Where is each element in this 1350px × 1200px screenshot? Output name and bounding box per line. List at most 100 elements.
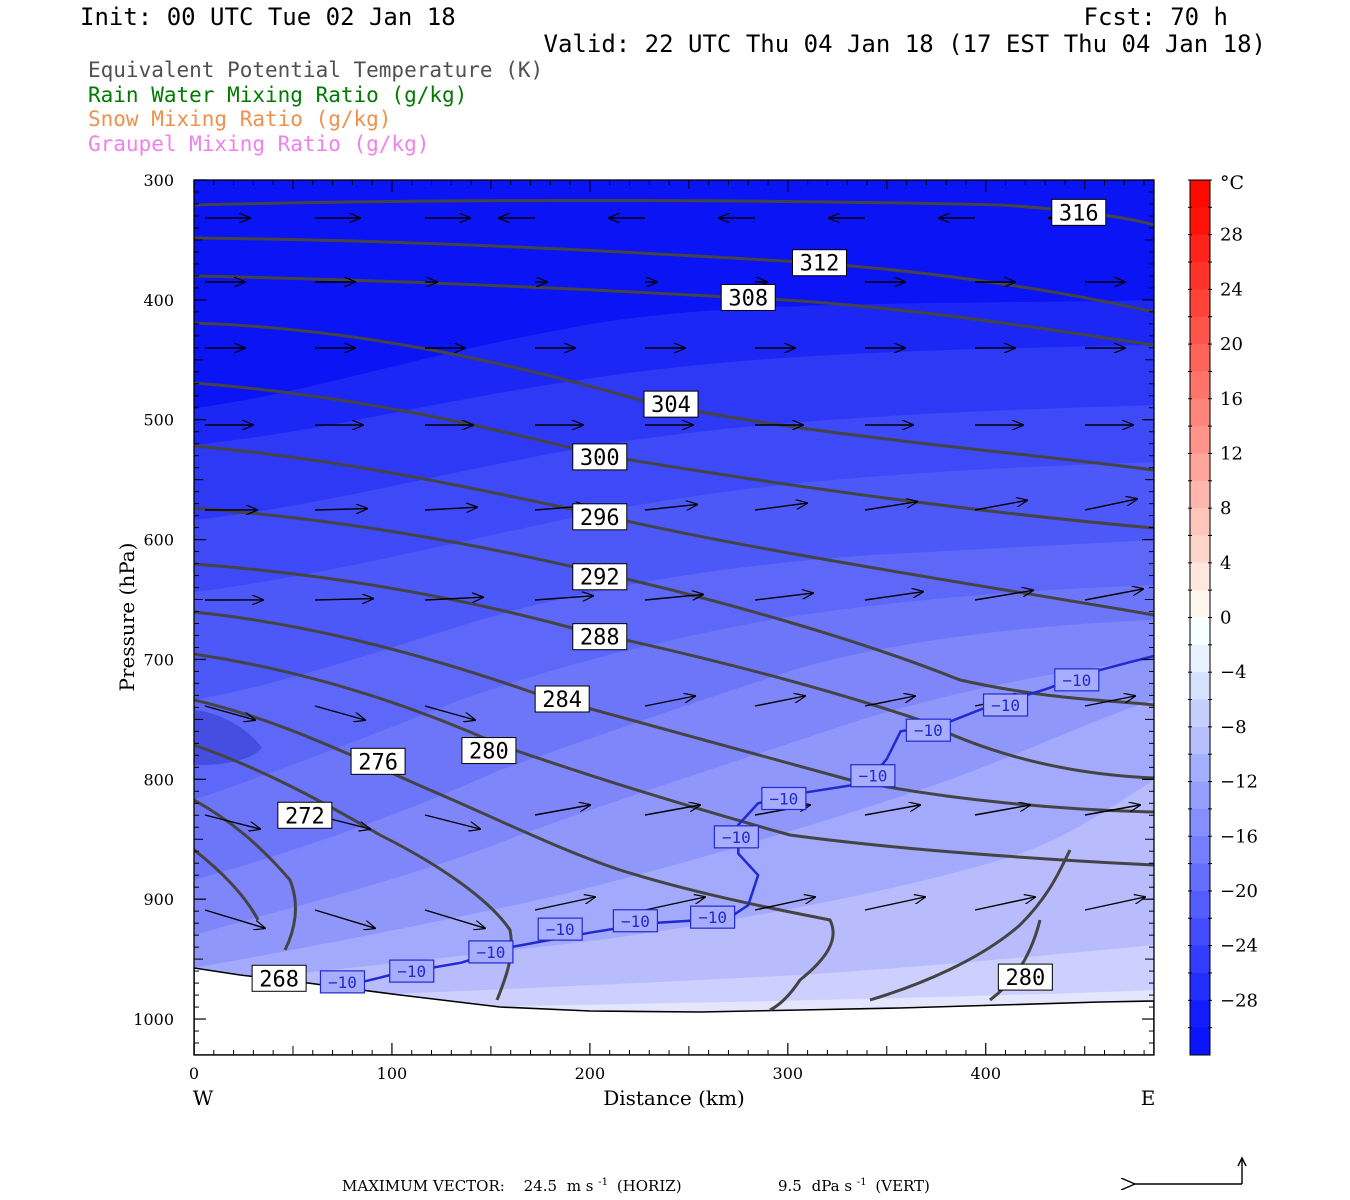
isotherm-minus10-label: −10 xyxy=(537,917,583,941)
max-vector-horiz-unit: m s xyxy=(567,1177,594,1195)
colorbar-swatch xyxy=(1190,426,1210,454)
theta-e-label: 300 xyxy=(572,443,628,471)
theta-e-label-text: 268 xyxy=(259,967,299,992)
isotherm-minus10-label: −10 xyxy=(319,970,366,994)
theta-e-label: 292 xyxy=(572,563,628,591)
isotherm-label-box xyxy=(1054,668,1100,692)
isotherm-minus10-label: −10 xyxy=(468,940,514,964)
isotherm-minus10-label: −10 xyxy=(689,905,736,929)
theta-e-labels: 316 312 308 304 300 296 292 288 284 280 276 272 268 2… xyxy=(251,198,1107,992)
colorbar-swatch xyxy=(1190,699,1210,728)
wind-vector xyxy=(974,897,1035,911)
y-tick-label: 1000 xyxy=(133,1010,174,1029)
isotherm-label-text: −10 xyxy=(991,696,1020,715)
y-tick-label: 900 xyxy=(143,890,174,909)
max-vector-vert-arrowhead xyxy=(1237,1156,1247,1167)
colorbar-swatch xyxy=(1190,535,1210,564)
wind-vector xyxy=(534,805,590,816)
wind-vector xyxy=(534,897,595,911)
colorbar-label: −24 xyxy=(1220,936,1258,957)
y-tick-label: 500 xyxy=(143,411,174,430)
wind-vector xyxy=(644,594,703,601)
colorbar-swatch xyxy=(1190,918,1210,947)
theta-e-label: 280 xyxy=(461,737,517,765)
isotherm-label-text: −10 xyxy=(328,973,357,992)
isotherm-label-text: −10 xyxy=(397,962,426,981)
legend-rain-water: Rain Water Mixing Ratio (g/kg) xyxy=(88,83,467,107)
init-time: Init: 00 UTC Tue 02 Jan 18 xyxy=(80,3,456,31)
colorbar-swatch xyxy=(1190,890,1210,919)
theta-e-label-text: 284 xyxy=(542,688,582,713)
y-tick-label: 300 xyxy=(143,171,174,190)
x-axis-label: Distance (km) xyxy=(603,1086,745,1110)
isotherm-minus10-label: −10 xyxy=(389,959,435,983)
wind-vector xyxy=(644,504,697,511)
isotherm-label-text: −10 xyxy=(769,789,798,808)
legend-graupel: Graupel Mixing Ratio (g/kg) xyxy=(88,132,429,156)
max-vector-vert-unit: dPa s xyxy=(812,1177,852,1195)
colorbar-label: −20 xyxy=(1220,881,1258,902)
theta-e-line-292 xyxy=(194,506,1154,707)
isotherm-label-box xyxy=(468,940,514,964)
theta-e-label: 280 xyxy=(997,963,1053,991)
theta-e-label-box xyxy=(572,623,628,651)
wind-vector xyxy=(864,805,920,816)
colorbar-swatch xyxy=(1190,972,1210,1001)
legend-theta-e: Equivalent Potential Temperature (K) xyxy=(88,58,543,82)
theta-e-label-text: 280 xyxy=(1005,966,1045,991)
wind-vector xyxy=(644,897,705,911)
wind-vector xyxy=(864,502,917,511)
wind-vector xyxy=(314,509,367,510)
colorbar-swatch xyxy=(1190,781,1210,810)
wind-vector xyxy=(754,593,813,601)
theta-e-label-box xyxy=(572,503,628,531)
colorbar-label: 4 xyxy=(1220,553,1231,574)
wind-vector xyxy=(1084,589,1143,601)
wind-vector xyxy=(204,814,260,829)
theta-e-label-text: 300 xyxy=(580,446,620,471)
x-tick-label: 400 xyxy=(970,1064,1001,1083)
theta-e-label-text: 276 xyxy=(358,750,398,775)
theta-e-label-box xyxy=(1051,198,1107,226)
isotherm-label-box xyxy=(389,959,435,983)
isotherm-minus10-label: −10 xyxy=(905,718,951,742)
y-tick-label: 800 xyxy=(143,770,174,789)
theta-e-label-text: 304 xyxy=(651,393,691,418)
isotherm-label-box xyxy=(689,905,736,929)
east-label: E xyxy=(1141,1086,1156,1110)
wind-vector xyxy=(1084,696,1135,707)
theta-e-label: 316 xyxy=(1051,198,1107,226)
isotherm-label-box xyxy=(905,718,951,742)
theta-e-label-box xyxy=(720,283,776,311)
colorbar-label: −8 xyxy=(1220,717,1247,738)
theta-e-label: 312 xyxy=(791,249,847,277)
wind-vector xyxy=(974,805,1030,816)
x-tick-label: 300 xyxy=(773,1064,804,1083)
west-label: W xyxy=(193,1086,214,1110)
theta-e-label-box xyxy=(791,249,847,277)
colorbar-label: 24 xyxy=(1220,279,1243,300)
isotherm-minus10-label: −10 xyxy=(1054,668,1100,692)
theta-e-line-280 xyxy=(194,652,1154,867)
theta-e-label-box xyxy=(572,563,628,591)
wind-vectors xyxy=(204,218,1145,928)
colorbar-swatch xyxy=(1190,644,1210,673)
theta-e-label-box xyxy=(251,964,307,992)
theta-e-label: 308 xyxy=(720,283,776,311)
isotherm-label-text: −10 xyxy=(858,767,887,786)
colorbar-swatch xyxy=(1190,289,1210,318)
theta-e-label: 268 xyxy=(251,964,307,992)
colorbar-swatch xyxy=(1190,590,1210,618)
isotherm-minus10-line xyxy=(332,654,1154,991)
theta-e-line-280-right xyxy=(869,849,1072,1002)
theta-e-label: 296 xyxy=(572,503,628,531)
colorbar-swatch xyxy=(1190,1027,1210,1056)
wind-vector xyxy=(424,909,485,928)
theta-e-label-box xyxy=(534,685,590,713)
wind-vector xyxy=(424,705,475,720)
theta-e-label: 276 xyxy=(350,747,406,775)
colorbar-swatch xyxy=(1190,480,1210,509)
colorbar-label: 28 xyxy=(1220,225,1243,246)
colorbar-swatch xyxy=(1190,1000,1210,1029)
wind-vector xyxy=(204,909,265,928)
